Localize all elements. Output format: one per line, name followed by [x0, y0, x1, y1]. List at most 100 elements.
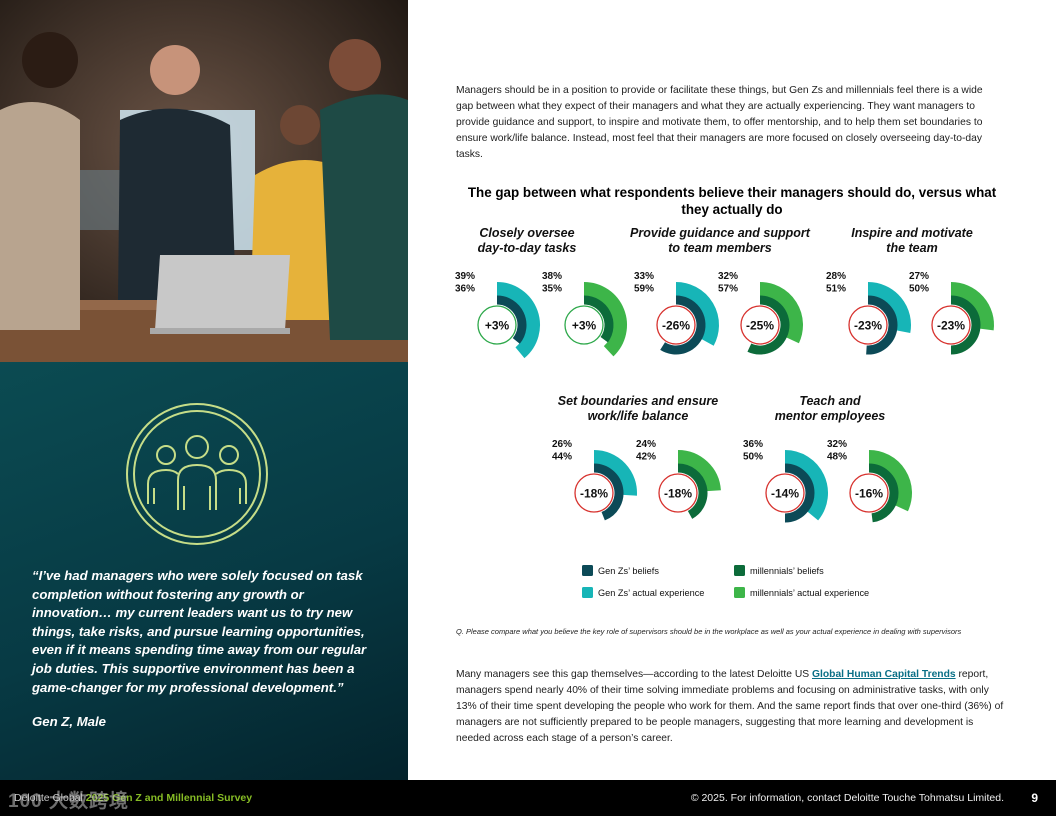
millennials-actual-arc	[677, 450, 721, 492]
beliefs-value-label: 51%	[826, 284, 846, 295]
gap-ring	[931, 305, 971, 345]
chart-title: The gap between what respondents believe…	[456, 185, 1008, 218]
legend-label: millennials’ beliefs	[750, 566, 824, 576]
millennials-actual-arc	[868, 450, 912, 512]
gap-label: -16%	[855, 487, 883, 501]
gen_z-actual-arc	[675, 282, 719, 346]
gen_z-beliefs-arc	[866, 295, 898, 355]
millennials-beliefs-arc	[583, 295, 614, 343]
gen_z-actual-arc	[867, 282, 911, 334]
group-title-line: Inspire and motivate	[851, 226, 973, 240]
closing-text-after: report, managers spend nearly 40% of the…	[456, 669, 1004, 744]
watermark-text: 100 大数跨境	[8, 791, 129, 812]
gen_z-beliefs-arc	[784, 463, 815, 523]
gap-label: -23%	[937, 319, 965, 333]
gap-label: -26%	[662, 319, 690, 333]
gap-ring	[658, 473, 698, 513]
legend-label: Gen Zs’ beliefs	[598, 566, 659, 576]
beliefs-value-label: 50%	[909, 284, 929, 295]
millennials-beliefs-arc	[868, 463, 899, 523]
gap-label: -18%	[664, 487, 692, 501]
beliefs-value-label: 35%	[542, 284, 562, 295]
legend-label: millennials’ actual experience	[750, 588, 869, 598]
actual-value-label: 39%	[455, 271, 475, 282]
beliefs-value-label: 48%	[827, 452, 847, 463]
gap-label: -14%	[771, 487, 799, 501]
beliefs-value-label: 44%	[552, 452, 572, 463]
footer-copyright: © 2025. For information, contact Deloitt…	[690, 792, 1004, 804]
gap-ring	[740, 305, 780, 345]
survey-question-note: Q. Please compare what you believe the k…	[456, 627, 962, 636]
gap-ring	[564, 305, 604, 345]
gen_z-beliefs-arc	[660, 295, 706, 355]
footer-source: Deloitte Global 2025 Gen Z and Millennia…	[14, 792, 252, 804]
group-title-line: Closely oversee	[479, 226, 574, 240]
millennials-actual-arc	[950, 282, 994, 331]
gap-ring	[765, 473, 805, 513]
gap-label: -25%	[746, 319, 774, 333]
page-number: 9	[1031, 791, 1038, 805]
millennials-actual-arc	[583, 282, 627, 357]
beliefs-value-label: 36%	[455, 284, 475, 295]
beliefs-value-label: 57%	[718, 284, 738, 295]
group-title-line: to team members	[668, 241, 772, 255]
beliefs-value-label: 50%	[743, 452, 763, 463]
legend-swatch	[734, 587, 745, 598]
gap-ring	[656, 305, 696, 345]
actual-value-label: 33%	[634, 271, 654, 282]
chart-title-text: The gap between what respondents believe…	[467, 185, 997, 217]
beliefs-value-label: 42%	[636, 452, 656, 463]
actual-value-label: 26%	[552, 439, 572, 450]
group-title-line: Set boundaries and ensure	[558, 394, 719, 408]
millennials-beliefs-arc	[747, 295, 790, 355]
actual-value-label: 38%	[542, 271, 562, 282]
footer-survey-name: 2025 Gen Z and Millennial Survey	[85, 792, 253, 804]
beliefs-value-label: 59%	[634, 284, 654, 295]
actual-value-label: 32%	[827, 439, 847, 450]
actual-value-label: 36%	[743, 439, 763, 450]
page-footer: Deloitte Global 2025 Gen Z and Millennia…	[0, 780, 1056, 816]
closing-text-before: Many managers see this gap themselves—ac…	[456, 669, 812, 680]
footer-brand: Deloitte Global	[14, 792, 83, 804]
legend-label: Gen Zs’ actual experience	[598, 588, 704, 598]
legend-swatch	[582, 587, 593, 598]
gap-ring	[477, 305, 517, 345]
gen_z-actual-arc	[784, 450, 828, 521]
intro-paragraph: Managers should be in a position to prov…	[456, 85, 983, 160]
millennials-actual-arc	[759, 282, 803, 344]
gen_z-actual-arc	[496, 282, 540, 359]
legend-swatch	[734, 565, 745, 576]
hero-photo	[0, 0, 408, 362]
gap-ring	[849, 473, 889, 513]
gap-label: +3%	[485, 319, 510, 333]
gap-ring	[848, 305, 888, 345]
closing-paragraph: Many managers see this gap themselves—ac…	[456, 667, 1004, 747]
quote-panel: “I’ve had managers who were solely focus…	[0, 362, 408, 780]
team-meeting-photo-illustration	[0, 0, 408, 362]
millennials-beliefs-arc	[950, 295, 981, 355]
actual-value-label: 32%	[718, 271, 738, 282]
actual-value-label: 28%	[826, 271, 846, 282]
group-title-line: Teach and	[799, 394, 861, 408]
millennials-beliefs-arc	[677, 463, 708, 519]
gap-label: -18%	[580, 487, 608, 501]
gen_z-beliefs-arc	[593, 463, 624, 521]
gen_z-beliefs-arc	[496, 295, 527, 344]
gap-label: +3%	[572, 319, 597, 333]
testimonial-quote: “I’ve had managers who were solely focus…	[32, 568, 367, 695]
group-title-line: mentor employees	[775, 409, 886, 423]
gen_z-actual-arc	[593, 450, 637, 496]
quote-attribution: Gen Z, Male	[32, 714, 107, 729]
gap-ring	[574, 473, 614, 513]
global-human-capital-trends-link[interactable]: Global Human Capital Trends	[812, 669, 956, 680]
group-title-line: Provide guidance and support	[630, 226, 811, 240]
people-group-icon	[126, 403, 268, 545]
actual-value-label: 24%	[636, 439, 656, 450]
gap-label: -23%	[854, 319, 882, 333]
group-title-line: the team	[886, 241, 937, 255]
group-title-line: work/life balance	[588, 409, 689, 423]
legend-swatch	[582, 565, 593, 576]
actual-value-label: 27%	[909, 271, 929, 282]
group-title-line: day-to-day tasks	[478, 241, 577, 255]
